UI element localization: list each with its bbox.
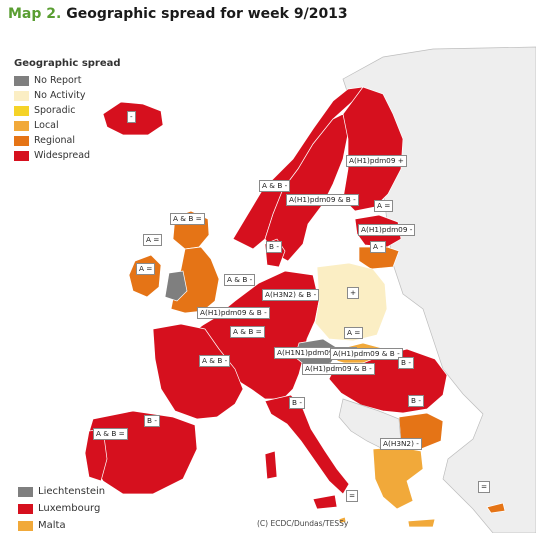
label-ireland: A =	[136, 263, 156, 275]
small-state-swatch	[18, 503, 33, 514]
legend-swatch	[14, 75, 29, 86]
ireland-land	[128, 254, 162, 298]
map-credit: (C) ECDC/Dundas/TESSy	[257, 519, 349, 528]
legend-swatch	[14, 150, 29, 161]
label-greece: A(H3N2) -	[380, 438, 422, 450]
crete-land	[407, 518, 436, 528]
sicily-land	[312, 494, 338, 510]
legend-label: Regional	[34, 135, 75, 146]
italy-land	[264, 394, 350, 495]
map-number: Map 2.	[8, 6, 62, 22]
small-state-label: Liechtenstein	[38, 486, 106, 497]
map-legend: Geographic spread No Report No Activity …	[14, 58, 121, 163]
label-cyprus: =	[478, 481, 491, 493]
map-title: Geographic spread for week 9/2013	[66, 6, 348, 22]
legend-swatch	[14, 120, 29, 131]
legend-item: Local	[14, 118, 121, 133]
label-belgium: A(H1)pdm09 & B -	[197, 307, 270, 319]
label-estonia: A =	[374, 200, 394, 212]
france-land	[152, 323, 244, 420]
legend-swatch	[14, 135, 29, 146]
legend-title: Geographic spread	[14, 58, 121, 69]
small-state-label: Luxembourg	[38, 503, 101, 514]
label-malta: =	[346, 490, 359, 502]
malta-land	[338, 516, 347, 524]
label-slovakia: A =	[344, 327, 364, 339]
legend-item: No Report	[14, 73, 121, 88]
label-italy: B -	[289, 397, 305, 409]
label-spain: B -	[144, 415, 160, 427]
page-title: Map 2. Geographic spread for week 9/2013	[8, 6, 348, 22]
lithuania-land	[358, 246, 400, 270]
label-romania: B -	[398, 357, 414, 369]
label-sweden: A(H1)pdm09 & B -	[286, 194, 359, 206]
legend-item: No Activity	[14, 88, 121, 103]
poland-land	[314, 262, 388, 342]
label-northern-ireland: A =	[143, 234, 163, 246]
label-scotland: A & B =	[170, 213, 205, 225]
wales-land	[164, 270, 188, 302]
label-iceland: -	[127, 111, 136, 123]
small-state-label: Malta	[38, 520, 66, 531]
small-state-swatch	[18, 486, 33, 497]
legend-swatch	[14, 90, 29, 101]
legend-label: No Activity	[34, 90, 86, 101]
legend-label: No Report	[34, 75, 82, 86]
label-hungary-2: A(H1)pdm09 & B -	[330, 348, 403, 360]
cyprus-land	[486, 502, 506, 514]
small-state-item: Malta	[18, 517, 105, 534]
label-poland: +	[347, 287, 360, 299]
label-norway: A & B -	[259, 180, 291, 192]
label-lithuania: A -	[370, 241, 386, 253]
label-bulgaria: B -	[408, 395, 424, 407]
legend-label: Sporadic	[34, 105, 76, 116]
legend-label: Widespread	[34, 150, 91, 161]
label-denmark: B -	[266, 241, 282, 253]
label-france: A & B -	[199, 355, 231, 367]
europe-map	[84, 46, 536, 533]
label-latvia: A(H1)pdm09 -	[358, 224, 416, 236]
small-state-item: Luxembourg	[18, 500, 105, 517]
label-luxembourg: A & B =	[230, 326, 265, 338]
label-netherlands: A & B -	[224, 274, 256, 286]
small-state-item: Liechtenstein	[18, 483, 105, 500]
greece-land	[372, 446, 424, 510]
label-slovenia: A(H1)pdm09 & B -	[302, 363, 375, 375]
legend-swatch	[14, 105, 29, 116]
legend-item: Sporadic	[14, 103, 121, 118]
label-germany: A(H3N2) & B -	[262, 289, 320, 301]
label-portugal: A & B =	[93, 428, 128, 440]
sweden-land	[264, 113, 349, 262]
label-finland: A(H1)pdm09 +	[346, 155, 407, 167]
finland-land	[342, 86, 404, 212]
sardinia-land	[264, 450, 278, 480]
legend-label: Local	[34, 120, 59, 131]
legend-item: Widespread	[14, 148, 121, 163]
small-state-swatch	[18, 520, 33, 531]
legend-item: Regional	[14, 133, 121, 148]
small-states-legend: Liechtenstein Luxembourg Malta	[18, 483, 105, 534]
